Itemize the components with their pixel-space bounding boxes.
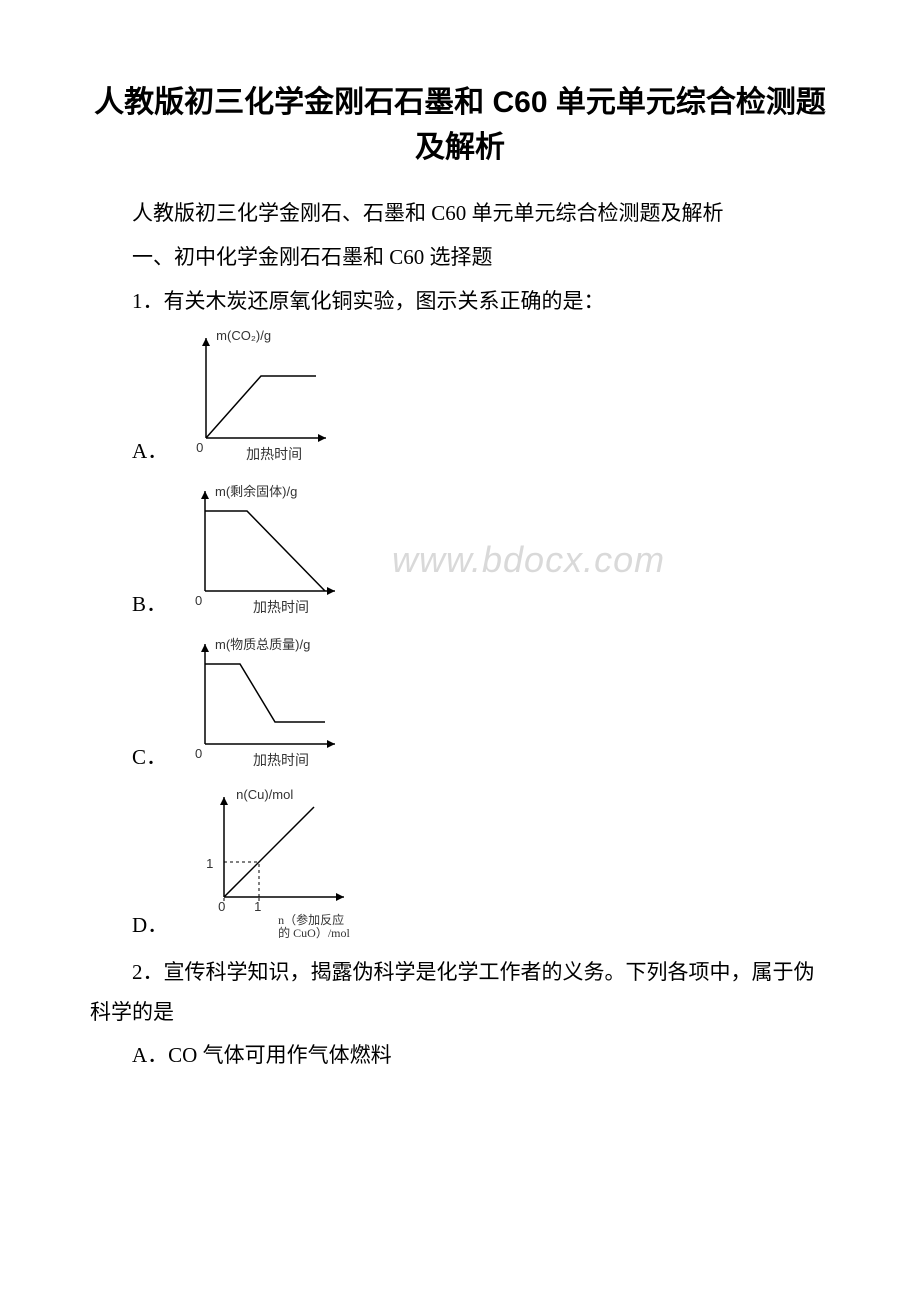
chart-a-ylabel: m(CO₂)/g xyxy=(216,328,271,343)
chart-a: m(CO₂)/g 0 加热时间 xyxy=(176,326,336,467)
option-b-row: B． m(剩余固体)/g 0 加热时间 www.bdocx.com xyxy=(132,479,830,620)
chart-a-origin: 0 xyxy=(196,440,203,455)
chart-a-xlabel: 加热时间 xyxy=(246,444,302,464)
question-2-text: 2．宣传科学知识，揭露伪科学是化学工作者的义务。下列各项中，属于伪科学的是 xyxy=(90,953,830,1033)
option-a-label: A． xyxy=(132,435,168,467)
chart-c: m(物质总质量)/g 0 加热时间 xyxy=(175,632,350,773)
chart-c-origin: 0 xyxy=(195,746,202,761)
page-title: 人教版初三化学金刚石石墨和 C60 单元单元综合检测题及解析 xyxy=(90,80,830,170)
chart-b-origin: 0 xyxy=(195,593,202,608)
option-c-label: C． xyxy=(132,741,167,773)
chart-b-ylabel: m(剩余固体)/g xyxy=(215,481,297,500)
option-a-row: A． m(CO₂)/g 0 加热时间 xyxy=(132,326,830,467)
section-header: 一、初中化学金刚石石墨和 C60 选择题 xyxy=(90,238,830,278)
chart-d-ylabel: n(Cu)/mol xyxy=(236,787,293,802)
chart-d-xtick: 1 xyxy=(254,899,261,914)
chart-c-xlabel: 加热时间 xyxy=(253,750,309,770)
chart-b: m(剩余固体)/g 0 加热时间 xyxy=(175,479,350,620)
option-c-row: C． m(物质总质量)/g 0 加热时间 xyxy=(132,632,830,773)
chart-d-origin: 0 xyxy=(218,899,225,914)
subtitle-text: 人教版初三化学金刚石、石墨和 C60 单元单元综合检测题及解析 xyxy=(90,194,830,234)
chart-d: n(Cu)/mol 0 1 1 n（参加反应 的 CuO）/mol xyxy=(176,785,376,941)
option-b-label: B． xyxy=(132,588,167,620)
chart-d-xlabel2: 的 CuO）/mol xyxy=(278,924,350,941)
question-1-text: 1．有关木炭还原氧化铜实验，图示关系正确的是： xyxy=(90,282,830,322)
chart-d-ytick: 1 xyxy=(206,856,213,871)
option-d-label: D． xyxy=(132,909,168,941)
watermark-text: www.bdocx.com xyxy=(392,539,665,581)
chart-b-xlabel: 加热时间 xyxy=(253,597,309,617)
option-d-row: D． n(Cu)/mol 0 1 1 n（参加反应 的 CuO）/mol xyxy=(132,785,830,941)
chart-c-ylabel: m(物质总质量)/g xyxy=(215,634,310,653)
question-2-option-a: A．CO 气体可用作气体燃料 xyxy=(90,1036,830,1076)
